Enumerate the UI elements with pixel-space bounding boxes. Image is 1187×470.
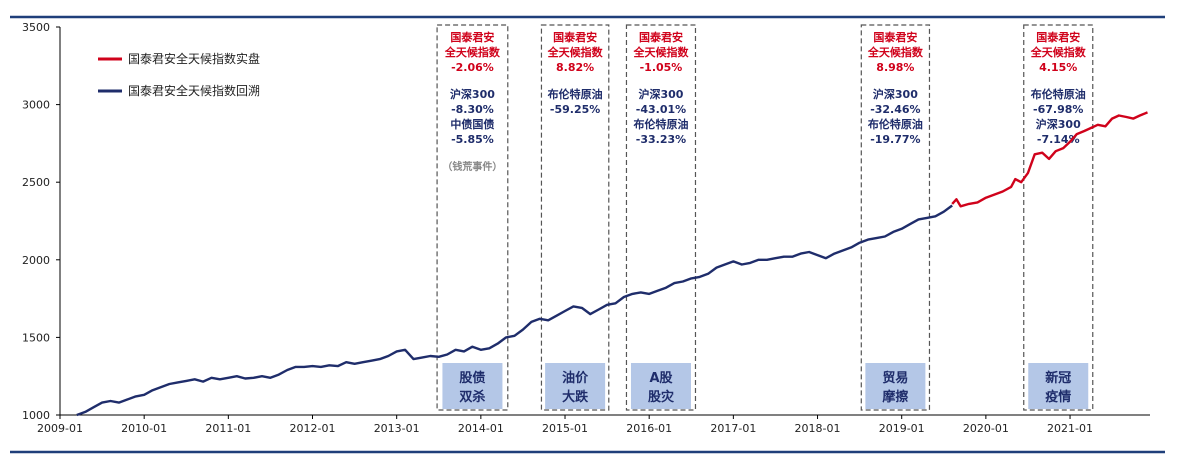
event-label-bg (865, 363, 926, 409)
event-box-header-text: 国泰君安 (553, 30, 597, 44)
event-label-text: 疫情 (1045, 389, 1071, 405)
x-tick-label: 2013-01 (374, 422, 420, 435)
event-box-body-text: 中债国债 (450, 117, 494, 131)
x-tick-label: 2015-01 (542, 422, 588, 435)
y-tick-label: 2000 (22, 254, 50, 267)
x-tick-label: 2020-01 (963, 422, 1009, 435)
event-box-body-text: -67.98% (1033, 103, 1083, 116)
x-tick-label: 2017-01 (710, 422, 756, 435)
series-line-live (951, 111, 1148, 208)
event-box-note: （钱荒事件） (442, 160, 502, 173)
event-box-header-text: 8.98% (876, 61, 914, 74)
x-tick-label: 2010-01 (121, 422, 167, 435)
event-box-body-text: 布伦特原油 (1031, 87, 1086, 101)
y-ticks: 1000 1500 2000 2500 3000 3500 (22, 21, 60, 422)
legend-label: 国泰君安全天候指数实盘 (128, 51, 260, 66)
event-box-header-text: -1.05% (640, 61, 683, 74)
event-box-body-text: 沪深300 (873, 87, 918, 101)
event-box-body-text: 布伦特原油 (548, 87, 603, 101)
x-tick-label: 2011-01 (205, 422, 251, 435)
x-tick-label: 2021-01 (1047, 422, 1093, 435)
event-box-frame (860, 24, 931, 411)
event-box-body-text: -32.46% (870, 103, 920, 116)
event-box-body-text: -5.85% (451, 133, 494, 146)
event-label-text: 新冠 (1045, 370, 1071, 386)
event-box-header-text: 国泰君安 (1036, 30, 1080, 44)
event-box-body-text: 布伦特原油 (633, 117, 688, 131)
event-label-text: 摩擦 (882, 389, 908, 405)
event-box-header-text: 全天候指数 (1030, 45, 1087, 59)
event-label-bg (1028, 363, 1089, 409)
event-label-text: 双杀 (459, 389, 485, 405)
event-box-body-text: -33.23% (636, 133, 686, 146)
event-box-body-text: 沪深300 (1036, 117, 1081, 131)
legend-label: 国泰君安全天候指数回溯 (128, 83, 260, 98)
event-box-header-text: 4.15% (1039, 61, 1077, 74)
event-box-frame (436, 24, 509, 411)
event-box-frame (625, 24, 697, 411)
event-box-body-text: -43.01% (636, 103, 686, 116)
event-box-body-text: 布伦特原油 (868, 117, 923, 131)
x-tick-label: 2016-01 (626, 422, 672, 435)
event-box-frame (1023, 24, 1094, 411)
x-ticks: 2009-01 2010-01 2011-01 2012-01 2013-01 2014-… (37, 415, 1093, 435)
event-box-body-text: -59.25% (550, 103, 600, 116)
x-tick-label: 2019-01 (879, 422, 925, 435)
event-box-1: 国泰君安全天候指数 -2.06% 沪深300 -8.30%中债国债 -5.85% （钱荒事… (436, 24, 509, 411)
y-tick-label: 3500 (22, 21, 50, 34)
event-box-3: 国泰君安全天候指数 -1.05% 沪深300 -43.01%布伦特原油 -33.23% A… (625, 24, 697, 411)
y-tick-label: 1500 (22, 331, 50, 344)
event-box-header-text: 8.82% (556, 61, 594, 74)
event-label-text: 贸易 (882, 370, 908, 386)
event-label-text: 大跌 (562, 389, 589, 405)
x-tick-label: 2009-01 (37, 422, 83, 435)
y-tick-label: 3000 (22, 99, 50, 112)
event-box-header-text: 国泰君安 (639, 30, 683, 44)
event-label-bg (442, 363, 503, 409)
event-label-text: 股债 (459, 370, 485, 386)
event-box-5: 国泰君安全天候指数4.15%布伦特原油-67.98%沪深300-7.14%新冠疫… (1023, 24, 1094, 411)
event-box-header-text: 国泰君安 (873, 30, 917, 44)
x-tick-label: 2018-01 (795, 422, 841, 435)
event-label-text: 油价 (562, 370, 589, 386)
event-box-header-text: 全天候指数 (444, 45, 501, 59)
event-box-body-text: -19.77% (870, 133, 920, 146)
event-box-header-text: 全天候指数 (547, 45, 604, 59)
y-tick-label: 2500 (22, 176, 50, 189)
event-box-4: 国泰君安全天候指数 8.98% 沪深300 -32.46%布伦特原油 -19.77% 贸易… (860, 24, 931, 411)
event-box-body-text: -8.30% (451, 103, 494, 116)
event-box-body-text: 沪深300 (450, 87, 495, 101)
series-lines (76, 111, 1148, 417)
event-box-body-text: 沪深300 (638, 87, 683, 101)
series-line-backtest (76, 204, 953, 417)
event-label-text: A股 (649, 371, 672, 386)
event-box-header-text: 国泰君安 (450, 30, 494, 44)
y-tick-label: 1000 (22, 409, 50, 422)
event-label-bg (545, 363, 606, 409)
event-box-header-text: -2.06% (451, 61, 494, 74)
event-boxes: 国泰君安全天候指数-2.06%沪深300-8.30%中债国债-5.85%（钱荒事… (436, 24, 1094, 411)
x-tick-label: 2014-01 (458, 422, 504, 435)
event-label-text: 股灾 (648, 389, 675, 405)
event-box-header-text: 全天候指数 (867, 45, 924, 59)
event-box-frame (540, 24, 610, 411)
x-tick-label: 2012-01 (290, 422, 336, 435)
event-box-header-text: 全天候指数 (632, 45, 689, 59)
event-label-bg (630, 363, 691, 409)
